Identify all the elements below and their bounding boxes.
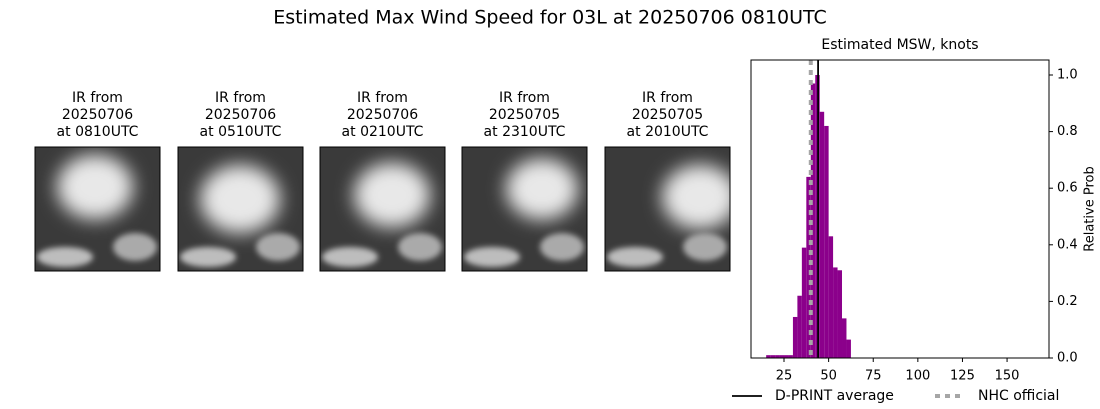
- image-border: [319, 146, 446, 272]
- bar: [810, 83, 816, 359]
- chart-title: Estimated MSW, knots: [821, 37, 978, 53]
- image-border: [604, 146, 731, 272]
- image-content: [605, 147, 730, 271]
- bar: [801, 247, 807, 358]
- image-caption: 20250705: [489, 107, 560, 123]
- bar: [828, 236, 834, 358]
- y-tick-label: 0.8: [1057, 124, 1078, 139]
- page-title: Estimated Max Wind Speed for 03L at 2025…: [273, 7, 827, 29]
- image-caption: IR from: [215, 90, 266, 106]
- satellite-image: [34, 146, 161, 272]
- cloud: [322, 247, 378, 267]
- cloud: [398, 233, 442, 261]
- cloud: [464, 247, 520, 267]
- y-axis-label: Relative Prob: [1083, 166, 1098, 251]
- image-caption: 20250705: [632, 107, 703, 123]
- bar: [846, 339, 851, 358]
- cloud: [506, 158, 578, 220]
- image-caption: at 0510UTC: [200, 124, 282, 140]
- image-content: [462, 147, 587, 271]
- cloud: [354, 162, 430, 228]
- satellite-image: [604, 146, 731, 272]
- image-content: [35, 147, 160, 271]
- cloud: [200, 165, 280, 233]
- bar: [819, 111, 825, 358]
- cloud: [57, 154, 133, 220]
- cloud: [180, 247, 236, 267]
- bar: [770, 355, 776, 358]
- bar: [792, 316, 798, 358]
- image-caption: 20250706: [347, 107, 418, 123]
- bar: [766, 355, 771, 358]
- cloud: [662, 164, 730, 230]
- image-caption: at 0810UTC: [57, 124, 139, 140]
- satellite-image: [461, 146, 588, 272]
- x-tick-label: 125: [950, 369, 975, 384]
- bar: [842, 318, 847, 358]
- image-caption: IR from: [499, 90, 550, 106]
- image-caption: 20250706: [62, 107, 133, 123]
- cloud: [113, 233, 157, 261]
- image-border: [461, 146, 588, 272]
- y-tick-label: 0.0: [1057, 351, 1078, 366]
- bar: [806, 176, 811, 358]
- image-caption: 20250706: [205, 107, 276, 123]
- image-caption: at 2010UTC: [627, 124, 709, 140]
- image-caption: IR from: [72, 90, 123, 106]
- cloud: [683, 233, 727, 261]
- x-tick-label: 75: [865, 369, 882, 384]
- satellite-image: [319, 146, 446, 272]
- image-content: [320, 147, 445, 271]
- image-caption: IR from: [357, 90, 408, 106]
- image-border: [177, 146, 304, 272]
- bar: [784, 355, 789, 358]
- bar: [797, 295, 802, 358]
- bar: [824, 125, 829, 358]
- legend-label: NHC official: [978, 388, 1059, 404]
- satellite-image: [177, 146, 304, 272]
- x-tick-label: 25: [776, 369, 793, 384]
- cloud: [607, 247, 663, 267]
- y-tick-label: 0.4: [1057, 237, 1078, 252]
- x-tick-label: 150: [995, 369, 1020, 384]
- image-border: [34, 146, 161, 272]
- bar: [837, 270, 843, 358]
- y-tick-label: 0.2: [1057, 294, 1078, 309]
- cloud: [37, 247, 93, 267]
- cloud: [256, 233, 300, 261]
- bar: [779, 355, 785, 358]
- bar: [775, 355, 780, 358]
- image-caption: IR from: [642, 90, 693, 106]
- image-content: [178, 147, 303, 271]
- image-caption: at 2310UTC: [484, 124, 566, 140]
- image-caption: at 0210UTC: [342, 124, 424, 140]
- bar: [788, 355, 793, 358]
- bar: [833, 267, 838, 358]
- y-tick-label: 1.0: [1057, 67, 1078, 82]
- legend-label: D-PRINT average: [775, 388, 894, 404]
- x-tick-label: 100: [905, 369, 930, 384]
- cloud: [540, 233, 584, 261]
- plot-frame: [750, 59, 1050, 359]
- y-tick-label: 0.6: [1057, 181, 1078, 196]
- x-tick-label: 50: [820, 369, 837, 384]
